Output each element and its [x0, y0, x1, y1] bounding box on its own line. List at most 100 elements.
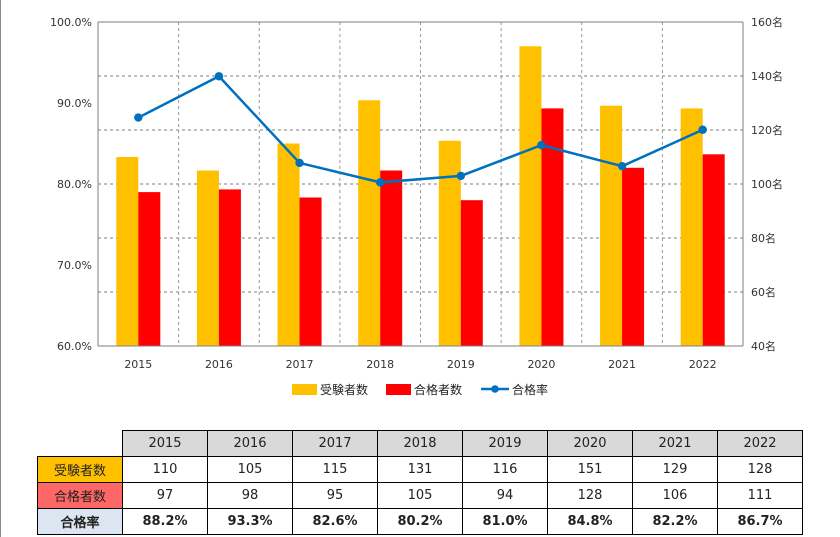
bar-examinees	[196, 170, 219, 346]
legend-swatch-passers	[386, 384, 411, 395]
table-cell: 84.8%	[547, 508, 633, 535]
legend-label-rate: 合格率	[512, 382, 548, 397]
table-cell: 129	[632, 456, 718, 483]
table-row-label: 受験者数	[37, 456, 123, 483]
x-tick-label: 2022	[689, 358, 717, 371]
table-cell: 81.0%	[462, 508, 548, 535]
table-cell: 95	[292, 482, 378, 509]
table-row-passers: 合格者数 97 98 95 105 94 128 106 111	[37, 482, 803, 509]
bar-examinees	[680, 108, 703, 347]
bar-passers	[541, 108, 564, 347]
table-row-examinees: 受験者数 110 105 115 131 116 151 129 128	[37, 456, 803, 483]
table-cell: 82.6%	[292, 508, 378, 535]
table-cell: 110	[122, 456, 208, 483]
table-year-header: 2015	[122, 430, 208, 457]
x-tick-label: 2017	[286, 358, 314, 371]
table-cell: 97	[122, 482, 208, 509]
bar-examinees	[116, 157, 139, 346]
x-tick-label: 2020	[527, 358, 555, 371]
left-tick-label: 90.0%	[57, 97, 92, 110]
table-cell: 93.3%	[207, 508, 293, 535]
legend-swatch-examinees	[292, 384, 317, 395]
right-tick-label: 80名	[751, 231, 776, 245]
bar-examinees	[358, 100, 381, 346]
bar-passers	[460, 200, 483, 346]
right-tick-label: 40名	[751, 339, 776, 353]
rate-point	[295, 158, 304, 168]
x-tick-label: 2016	[205, 358, 233, 371]
x-tick-label: 2015	[124, 358, 152, 371]
gridlines	[98, 21, 743, 346]
table-cell: 86.7%	[717, 508, 803, 535]
rate-point	[617, 161, 627, 171]
table-year-header: 2019	[462, 430, 548, 457]
table-cell: 94	[462, 482, 548, 509]
table-cell: 80.2%	[377, 508, 463, 535]
left-tick-label: 100.0%	[50, 16, 92, 29]
legend: 受験者数 合格者数 合格率	[292, 382, 548, 397]
rate-point	[456, 171, 466, 181]
table-row-label: 合格率	[37, 508, 123, 535]
table-cell: 82.2%	[632, 508, 718, 535]
table-year-header: 2021	[632, 430, 718, 457]
right-tick-label: 160名	[751, 15, 783, 29]
table-cell: 105	[207, 456, 293, 483]
legend-label-passers: 合格者数	[414, 382, 462, 397]
x-tick-label: 2021	[608, 358, 636, 371]
rate-point	[134, 113, 143, 122]
bar-examinees	[438, 140, 461, 346]
bar-examinees	[519, 46, 542, 347]
table-cell: 111	[717, 482, 803, 509]
table-cell: 131	[377, 456, 463, 483]
bar-passers	[702, 154, 725, 346]
bar-examinees	[600, 105, 623, 346]
table-header-row: 2015 2016 2017 2018 2019 2020 2021 2022	[37, 430, 803, 457]
rate-point	[537, 140, 546, 150]
left-tick-label: 80.0%	[57, 178, 92, 191]
table-year-header: 2022	[717, 430, 803, 457]
table-cell: 106	[632, 482, 718, 509]
table-year-header: 2020	[547, 430, 633, 457]
bar-passers	[622, 167, 645, 346]
x-tick-label: 2019	[447, 358, 475, 371]
left-tick-label: 70.0%	[57, 259, 92, 272]
bars	[116, 46, 725, 347]
rate-line	[134, 72, 707, 187]
left-border	[0, 0, 1, 537]
table-cell: 115	[292, 456, 378, 483]
right-tick-label: 60名	[751, 285, 776, 299]
table-year-header: 2016	[207, 430, 293, 457]
axes	[97, 21, 744, 347]
legend-swatch-rate-marker	[491, 385, 499, 393]
x-tick-label: 2018	[366, 358, 394, 371]
table-cell: 105	[377, 482, 463, 509]
right-tick-label: 120名	[751, 123, 783, 137]
table-year-header: 2017	[292, 430, 378, 457]
rate-point	[698, 125, 707, 134]
rate-point	[375, 178, 385, 187]
table-year-header: 2018	[377, 430, 463, 457]
table-corner	[37, 430, 123, 457]
table-cell: 98	[207, 482, 293, 509]
right-tick-label: 100名	[751, 177, 783, 191]
bar-passers	[380, 170, 403, 346]
table-row-label: 合格者数	[37, 482, 123, 509]
bar-examinees	[277, 143, 300, 346]
bar-passers	[218, 189, 241, 346]
tick-labels: 60.0% 70.0% 80.0% 90.0% 100.0% 40名 60名 80名 100名 1…	[50, 15, 783, 371]
data-table: 2015 2016 2017 2018 2019 2020 2021 2022 …	[37, 430, 803, 535]
table-cell: 116	[462, 456, 548, 483]
table-cell: 151	[547, 456, 633, 483]
right-tick-label: 140名	[751, 69, 783, 83]
bar-passers	[138, 192, 161, 346]
table-cell: 128	[547, 482, 633, 509]
table-row-rate: 合格率 88.2% 93.3% 82.6% 80.2% 81.0% 84.8% …	[37, 508, 803, 535]
table-cell: 128	[717, 456, 803, 483]
left-tick-label: 60.0%	[57, 340, 92, 353]
rate-point	[214, 72, 224, 81]
rate-line-path	[137, 75, 704, 184]
table-cell: 88.2%	[122, 508, 208, 535]
legend-label-examinees: 受験者数	[320, 382, 368, 397]
bar-passers	[299, 197, 322, 346]
chart: 60.0% 70.0% 80.0% 90.0% 100.0% 40名 60名 80名 100名 1…	[50, 15, 783, 397]
